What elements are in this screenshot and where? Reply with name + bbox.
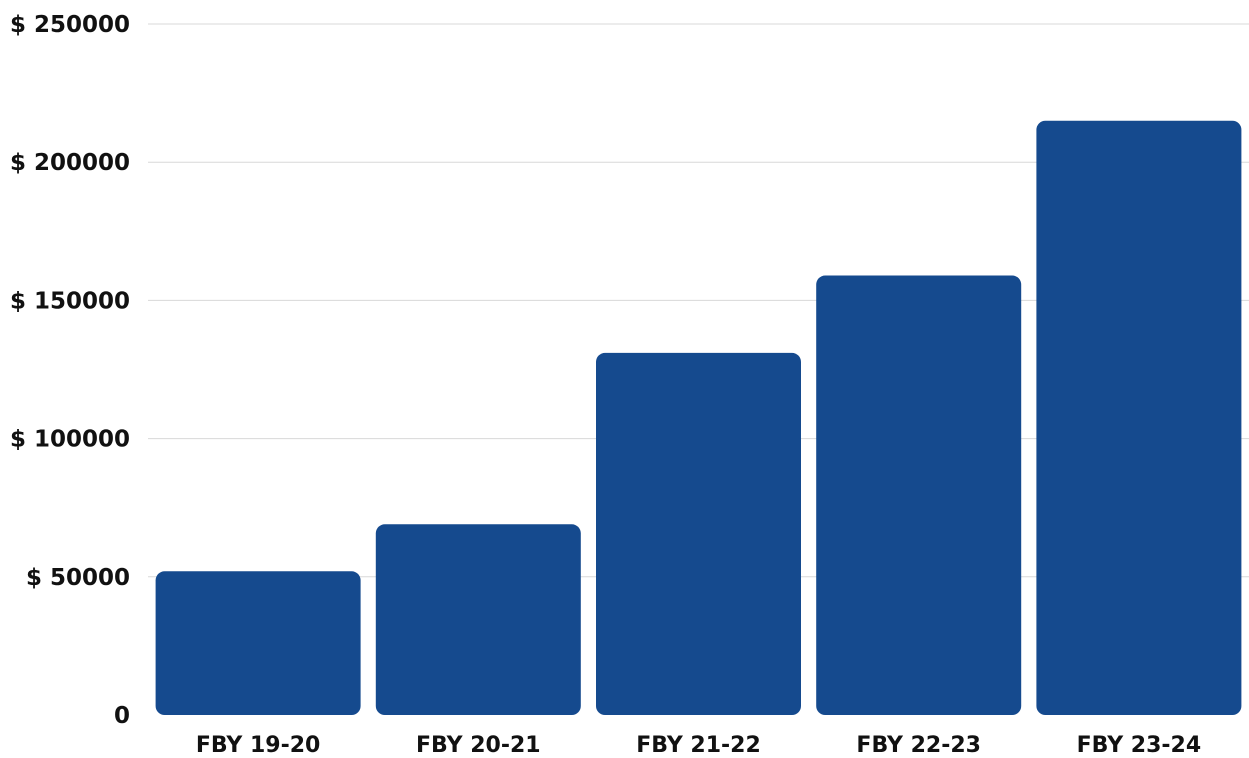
x-tick-label-2: FBY 21-22 [636, 733, 761, 758]
y-tick-label-2: $ 100000 [10, 427, 130, 453]
bar-0 [155, 571, 361, 715]
bar-3 [816, 275, 1022, 715]
x-axis: FBY 19-20 FBY 20-21 FBY 21-22 FBY 22-23 FBY … [196, 733, 1201, 758]
x-tick-label-0: FBY 19-20 [196, 733, 321, 758]
y-axis: 0 $ 50000 $ 100000 $ 150000 $ 200000 $ 250000 [10, 12, 130, 729]
bars [155, 120, 1242, 716]
y-tick-label-1: $ 50000 [26, 565, 130, 591]
y-tick-label-0: 0 [114, 703, 130, 729]
bar-4 [1036, 120, 1242, 716]
bar-2 [596, 352, 801, 715]
x-tick-label-4: FBY 23-24 [1077, 733, 1202, 758]
y-tick-label-4: $ 200000 [10, 150, 130, 176]
x-tick-label-1: FBY 20-21 [416, 733, 541, 758]
y-tick-label-5: $ 250000 [10, 12, 130, 38]
y-tick-label-3: $ 150000 [10, 288, 130, 314]
bar-1 [375, 524, 581, 715]
x-tick-label-3: FBY 22-23 [856, 733, 981, 758]
